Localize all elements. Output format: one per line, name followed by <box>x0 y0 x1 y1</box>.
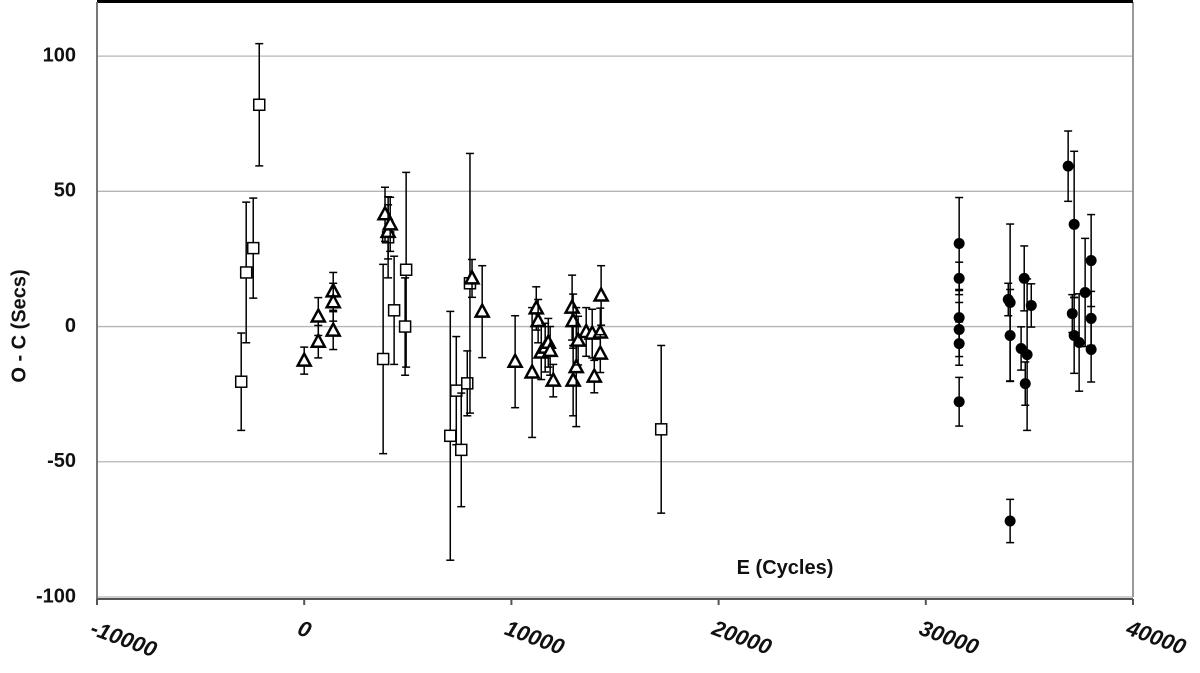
marker <box>1085 344 1097 356</box>
x-tick-label: 20000 <box>708 615 776 660</box>
marker <box>523 362 541 379</box>
marker <box>324 292 342 309</box>
marker <box>953 338 965 350</box>
marker <box>544 371 562 387</box>
marker <box>654 423 668 436</box>
marker <box>324 320 342 337</box>
marker <box>381 214 399 231</box>
marker <box>592 285 610 302</box>
marker <box>569 330 587 347</box>
y-tick-label: -50 <box>47 450 76 472</box>
y-axis-title: O - C (Secs) <box>8 269 30 382</box>
marker <box>1066 308 1078 320</box>
marker <box>473 302 491 318</box>
marker <box>1079 286 1091 298</box>
marker <box>309 332 327 348</box>
y-tick-label: 100 <box>43 44 76 66</box>
y-tick-label: 0 <box>65 315 76 337</box>
marker <box>1019 378 1031 390</box>
x-tick-label: 40000 <box>1122 615 1190 660</box>
marker <box>506 352 524 368</box>
marker <box>239 266 253 279</box>
marker <box>527 298 545 315</box>
marker <box>953 396 965 408</box>
marker <box>295 350 313 367</box>
marker <box>387 304 401 317</box>
marker <box>1073 337 1085 349</box>
marker <box>455 443 468 457</box>
x-tick-label: 0 <box>294 615 315 643</box>
marker <box>591 343 609 360</box>
marker <box>234 375 248 388</box>
marker <box>953 272 965 284</box>
marker <box>463 268 481 285</box>
marker <box>1062 160 1074 172</box>
y-tick-label: -100 <box>36 585 76 607</box>
x-tick-label: 30000 <box>916 615 983 660</box>
y-tick-label: 50 <box>54 180 76 202</box>
marker <box>398 320 412 333</box>
marker <box>564 371 582 387</box>
marker <box>541 341 559 358</box>
marker <box>1004 515 1016 527</box>
marker <box>585 366 603 383</box>
marker <box>399 263 413 276</box>
x-tick-label: -10000 <box>87 615 161 662</box>
marker <box>450 384 463 397</box>
x-tick-label: 10000 <box>502 615 569 660</box>
marker <box>953 238 965 250</box>
marker <box>563 297 581 314</box>
marker <box>309 306 327 323</box>
marker <box>444 429 457 443</box>
marker <box>529 311 547 328</box>
marker <box>1085 255 1097 267</box>
marker <box>246 241 260 255</box>
marker <box>379 222 397 239</box>
marker <box>1068 218 1080 230</box>
marker <box>461 377 474 390</box>
marker <box>252 98 266 112</box>
marker <box>567 357 585 374</box>
marker <box>1004 329 1016 341</box>
x-axis-title: E (Cycles) <box>737 557 834 579</box>
marker <box>376 352 390 366</box>
marker <box>1025 299 1037 311</box>
marker <box>1021 349 1033 361</box>
